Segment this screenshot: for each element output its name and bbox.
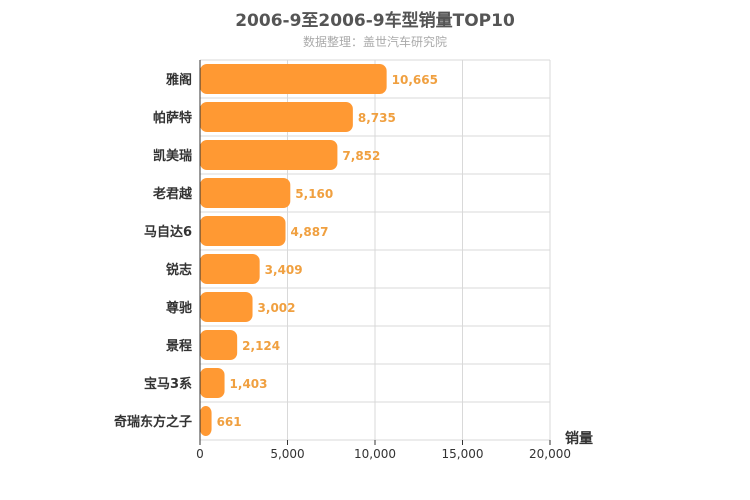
data-label: 7,852 bbox=[342, 149, 380, 163]
data-label: 4,887 bbox=[291, 225, 329, 239]
bars bbox=[200, 64, 387, 436]
data-label: 5,160 bbox=[295, 187, 333, 201]
chart-subtitle: 数据整理：盖世汽车研究院 bbox=[302, 35, 447, 49]
bar[interactable] bbox=[200, 178, 291, 208]
chart-title: 2006-9至2006-9车型销量TOP10 bbox=[235, 11, 515, 31]
tick-label: 0 bbox=[196, 447, 204, 461]
data-label: 3,409 bbox=[265, 263, 303, 277]
category-label: 锐志 bbox=[166, 262, 192, 278]
tick-label: 5,000 bbox=[270, 447, 304, 461]
bar[interactable] bbox=[200, 292, 253, 322]
bar[interactable] bbox=[200, 368, 225, 398]
bar[interactable] bbox=[200, 216, 286, 246]
data-labels: 10,665 8,735 7,852 5,160 4,887 3,409 3,002 2,12… bbox=[217, 73, 438, 429]
bar[interactable] bbox=[200, 406, 212, 436]
bar[interactable] bbox=[200, 102, 353, 132]
bar[interactable] bbox=[200, 330, 238, 360]
x-axis-ticks: 0 5,000 10,000 15,000 20,000 bbox=[196, 440, 571, 461]
data-label: 661 bbox=[217, 415, 242, 429]
data-label: 3,002 bbox=[258, 301, 296, 315]
gridlines bbox=[200, 59, 551, 441]
tick-label: 10,000 bbox=[354, 447, 396, 461]
tick-label: 15,000 bbox=[442, 447, 484, 461]
category-label: 宝马3系 bbox=[144, 376, 192, 392]
category-label: 尊驰 bbox=[166, 300, 192, 316]
bar[interactable] bbox=[200, 254, 260, 284]
data-label: 1,403 bbox=[230, 377, 268, 391]
category-label: 老君越 bbox=[152, 186, 193, 202]
data-label: 2,124 bbox=[242, 339, 280, 353]
category-label: 帕萨特 bbox=[153, 110, 192, 126]
category-label: 景程 bbox=[166, 339, 192, 354]
category-label: 奇瑞东方之子 bbox=[114, 414, 192, 430]
data-label: 10,665 bbox=[392, 73, 438, 87]
tick-label: 20,000 bbox=[529, 447, 571, 461]
x-axis-title: 销量 bbox=[565, 430, 593, 447]
category-label: 凯美瑞 bbox=[153, 148, 192, 164]
category-label: 马自达6 bbox=[144, 224, 192, 240]
data-label: 8,735 bbox=[358, 111, 396, 125]
bar[interactable] bbox=[200, 64, 387, 94]
bar[interactable] bbox=[200, 140, 338, 170]
category-label: 雅阁 bbox=[166, 72, 192, 88]
